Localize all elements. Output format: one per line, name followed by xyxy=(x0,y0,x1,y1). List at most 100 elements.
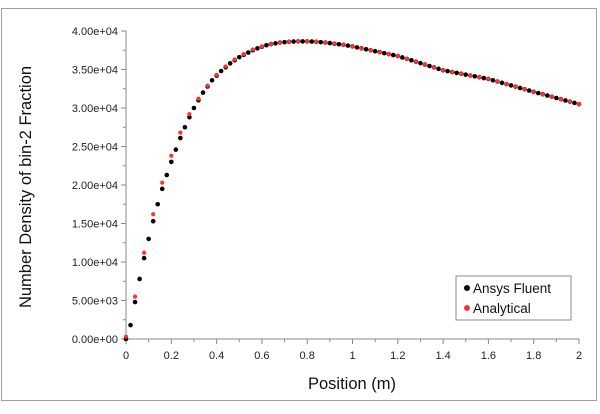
data-point xyxy=(141,255,147,261)
data-point xyxy=(323,40,328,45)
data-point xyxy=(549,94,554,99)
data-point xyxy=(264,42,269,48)
data-point xyxy=(336,41,342,47)
data-point xyxy=(350,44,355,49)
data-point xyxy=(209,77,215,83)
data-point xyxy=(291,39,296,44)
data-point xyxy=(481,75,487,81)
data-point xyxy=(223,64,228,69)
data-point xyxy=(454,70,459,76)
x-tick-label: 0.6 xyxy=(254,350,269,362)
data-point xyxy=(499,80,505,86)
data-point xyxy=(404,56,409,61)
legend-box xyxy=(455,275,572,321)
data-point xyxy=(459,71,464,76)
data-point xyxy=(554,95,559,101)
x-tick-label: 0.2 xyxy=(164,350,179,362)
data-point xyxy=(372,48,378,54)
data-point xyxy=(286,39,292,44)
chart-frame xyxy=(1,8,597,401)
x-tick-label: 0 xyxy=(123,350,129,362)
data-points xyxy=(123,39,582,342)
data-point xyxy=(268,41,274,47)
data-point xyxy=(436,66,441,72)
data-point xyxy=(132,299,138,305)
data-point xyxy=(128,322,133,328)
data-point xyxy=(486,76,491,82)
data-point xyxy=(463,72,469,77)
data-point xyxy=(178,130,183,135)
data-point xyxy=(155,201,161,207)
data-point xyxy=(241,52,246,57)
data-point xyxy=(142,250,147,255)
data-point xyxy=(196,96,201,101)
data-point xyxy=(513,84,518,89)
data-point xyxy=(150,218,156,224)
x-tick-label: 1 xyxy=(349,350,355,362)
x-tick-label: 1.4 xyxy=(435,350,450,362)
legend: Ansys Fluent Analytical xyxy=(455,275,572,321)
data-point xyxy=(332,41,337,46)
y-tick-label: 2.00e+04 xyxy=(72,180,118,192)
x-tick-label: 1.8 xyxy=(526,350,541,362)
data-point xyxy=(164,172,170,178)
data-point xyxy=(178,135,183,141)
y-tick-label: 4.00e+04 xyxy=(72,26,118,38)
data-point xyxy=(318,39,324,45)
series-analytical xyxy=(123,39,582,339)
data-point xyxy=(567,99,573,104)
legend-label-analytical: Analytical xyxy=(473,301,531,316)
x-tick-label: 2 xyxy=(576,350,582,362)
data-point xyxy=(390,52,396,58)
x-tick-label: 1.2 xyxy=(390,350,405,362)
legend-marker-analytical xyxy=(464,305,470,311)
data-point xyxy=(341,42,346,47)
data-point xyxy=(314,39,319,44)
data-point xyxy=(205,83,210,88)
data-point xyxy=(173,147,179,152)
data-point xyxy=(477,75,482,80)
data-point xyxy=(187,112,192,117)
data-point xyxy=(354,45,360,50)
data-point xyxy=(169,153,174,158)
data-point xyxy=(160,180,165,185)
data-point xyxy=(159,186,165,192)
data-point xyxy=(169,159,174,165)
data-point xyxy=(255,46,260,51)
data-point xyxy=(540,92,545,97)
data-point xyxy=(386,52,391,57)
data-point xyxy=(132,294,138,299)
data-point xyxy=(445,68,450,74)
data-point xyxy=(363,46,369,52)
data-point xyxy=(200,90,206,95)
data-point xyxy=(526,88,532,93)
x-axis-title: Position (m) xyxy=(308,375,396,393)
data-point xyxy=(123,334,129,339)
data-point xyxy=(517,85,523,91)
data-point xyxy=(187,114,192,120)
data-point xyxy=(495,79,500,84)
data-point xyxy=(418,60,423,66)
data-point xyxy=(504,82,509,87)
data-point xyxy=(472,74,478,79)
data-point xyxy=(431,65,437,70)
data-point xyxy=(191,105,197,111)
data-point xyxy=(441,68,446,73)
data-point xyxy=(359,46,364,51)
data-point xyxy=(563,98,568,103)
data-point xyxy=(381,50,387,56)
axes: 0.00e+00 5.00e+03 1.00e+04 1.50e+04 2.00e+04… xyxy=(72,26,582,362)
y-tick-label: 1.50e+04 xyxy=(72,219,118,231)
y-tick-label: 0.00e+00 xyxy=(72,334,118,346)
data-point xyxy=(146,236,151,242)
data-point xyxy=(327,40,333,46)
data-point xyxy=(137,276,142,282)
data-point xyxy=(422,62,428,67)
legend-marker-ansys-fluent xyxy=(464,285,470,291)
data-point xyxy=(468,73,473,78)
x-tick-label: 1.6 xyxy=(481,350,496,362)
data-point xyxy=(345,43,351,48)
data-point xyxy=(395,53,400,59)
data-point xyxy=(182,124,188,130)
